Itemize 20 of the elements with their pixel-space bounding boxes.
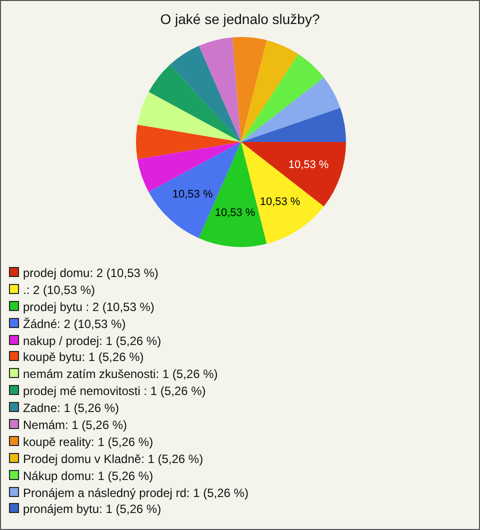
legend-label: pronájem bytu: 1 (5,26 %) bbox=[23, 502, 162, 516]
legend-label: Nákup domu: 1 (5,26 %) bbox=[23, 468, 154, 483]
data-label: 10,53 % bbox=[288, 159, 329, 172]
legend-label: prodej mé nemovitosti : 1 (5,26 %) bbox=[23, 384, 206, 398]
legend-label: Nemám: 1 (5,26 %) bbox=[23, 418, 128, 432]
legend-label: Pronájem a následný prodej rd: 1 (5,26 %) bbox=[23, 486, 248, 500]
legend-label: .: 2 (10,53 %) bbox=[23, 282, 96, 297]
data-label: 10,53 % bbox=[172, 188, 213, 200]
legend-label: nakup / prodej: 1 (5,26 %) bbox=[23, 334, 162, 348]
legend-label: nemám zatím zkušenosti: 1 (5,26 %) bbox=[23, 367, 218, 382]
legend-label: prodej domu: 2 (10,53 %) bbox=[23, 266, 158, 280]
data-label: 10,53 % bbox=[260, 196, 300, 208]
data-label: 10,53 % bbox=[214, 207, 256, 220]
legend-label: prodej bytu : 2 (10,53 %) bbox=[23, 300, 154, 314]
legend-label: koupě bytu: 1 (5,26 %) bbox=[23, 350, 144, 364]
legend-label: Prodej domu v Kladně: 1 (5,26 %) bbox=[23, 452, 204, 466]
legend-label: Zadne: 1 (5,26 %) bbox=[23, 401, 120, 416]
legend-label: Žádné: 2 (10,53 %) bbox=[23, 316, 126, 331]
chart-title: O jaké se jednalo služby? bbox=[159, 11, 321, 27]
legend-label: koupě reality: 1 (5,26 %) bbox=[23, 434, 154, 449]
